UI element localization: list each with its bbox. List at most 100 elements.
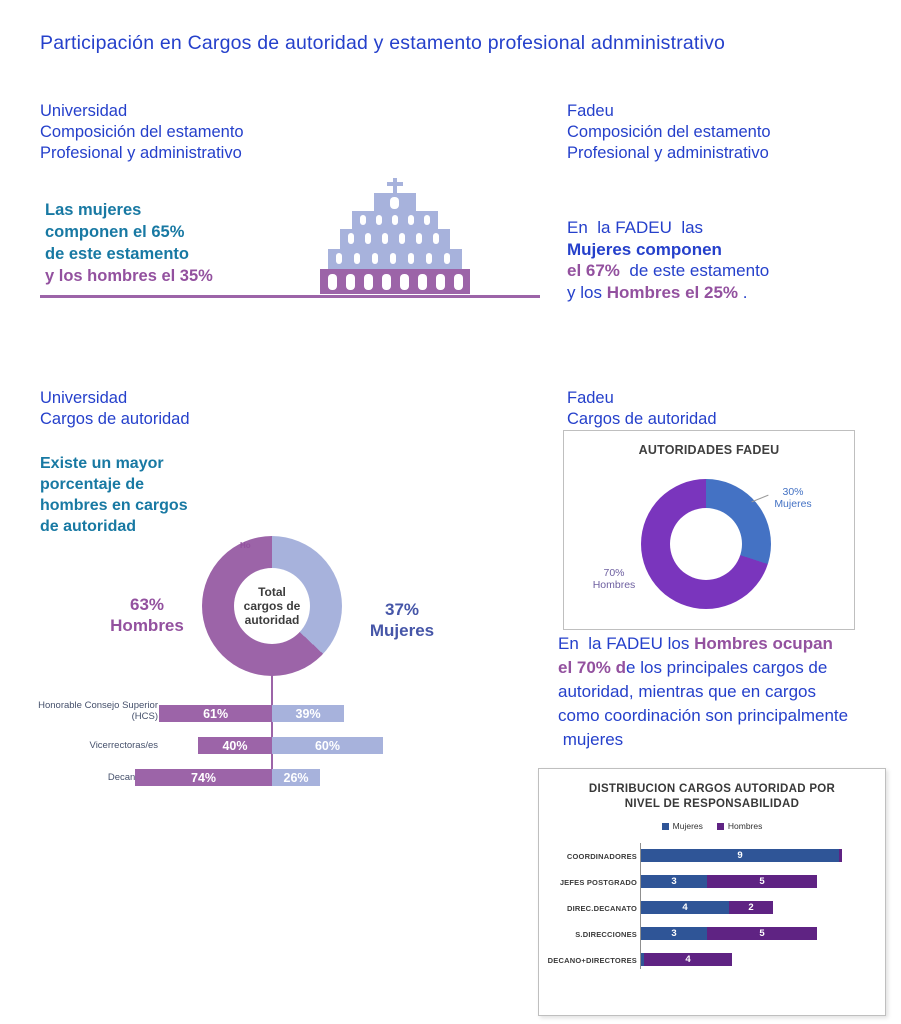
text-line: Mujeres componen <box>567 239 722 259</box>
heading-line: Composición del estamento <box>567 123 771 141</box>
text-line: componen el 65% <box>45 223 185 241</box>
universidad-estamento-text: Las mujeres componen el 65% de este esta… <box>45 199 213 287</box>
universidad-cargos-text: Existe un mayor porcentaje de hombres en… <box>40 453 188 537</box>
bar-category-label: DIREC.DECANATO <box>566 904 637 913</box>
bar-segment-hombres: 5 <box>707 927 817 940</box>
text-span: En la FADEU los <box>558 634 695 653</box>
bar-category-label: DECANO+DIRECTORES <box>547 956 637 965</box>
section-divider <box>40 295 540 298</box>
leader-line <box>751 494 769 503</box>
highlight-text: Hombres el 25% <box>606 282 739 302</box>
bar-value-label: 5 <box>759 928 765 939</box>
bar-segment-mujeres: 3 <box>641 927 707 940</box>
text-line: En la FADEU los Hombres ocupan <box>558 632 901 656</box>
bar-category-label: COORDINADORES <box>566 852 637 861</box>
text-line: de este estamento <box>45 245 189 263</box>
page-title: Participación en Cargos de autoridad y e… <box>40 32 726 54</box>
highlight-text: el 67% <box>567 261 620 280</box>
bar-segment-mujeres: 39% <box>272 705 345 722</box>
bar-row: 3 5 <box>641 927 817 940</box>
donut-center-label: Total cargos de autoridad <box>243 585 301 627</box>
bar-segment-mujeres: 9 <box>641 849 839 862</box>
text-line: y los hombres el 35% <box>45 267 213 285</box>
bar-value-label: 60% <box>314 738 341 753</box>
bar-segment-mujeres: 3 <box>641 875 707 888</box>
fadeu-estamento-text: En la FADEU las Mujeres componen el 67% … <box>567 217 769 303</box>
bar-segment-hombres <box>839 849 842 862</box>
chart-title: DISTRIBUCION CARGOS AUTORIDAD POR NIVEL … <box>588 783 836 810</box>
text-line: porcentaje de <box>40 476 145 493</box>
bar-row: 4 2 <box>641 901 773 914</box>
fadeu-paragraph: En la FADEU los Hombres ocupan el 70% de… <box>558 632 901 752</box>
chart-title: AUTORIDADES FADEU <box>638 443 780 457</box>
fadeu-cargos-heading: Fadeu Cargos de autoridad <box>567 388 717 430</box>
heading-line: Universidad <box>40 102 128 120</box>
bar-value-label: 5 <box>759 876 765 887</box>
bar-category-label: S.DIRECCIONES <box>575 930 637 939</box>
hombres-callout-label: 70% Hombres <box>592 567 636 591</box>
autoridades-fadeu-card: AUTORIDADES FADEU 30% Mujeres 70% Hombre… <box>563 430 855 630</box>
donut-hole: Total cargos de autoridad <box>234 568 310 644</box>
highlight-text: el 70% d <box>558 658 627 677</box>
bar-value-label: 9 <box>737 850 743 861</box>
bar-segment-hombres: 61% <box>159 705 272 722</box>
bar-category-label: JEFES POSTGRADO <box>559 878 637 887</box>
bar-segment-hombres: 74% <box>135 769 272 786</box>
text-line: y los Hombres el 25% . <box>567 282 769 304</box>
text-line: Existe un mayor <box>40 455 164 472</box>
bar-value-label: 61% <box>203 706 229 721</box>
heading-line: Profesional y administrativo <box>567 144 769 162</box>
stray-label: Ho <box>240 541 251 550</box>
legend-item-mujeres: Mujeres <box>661 821 703 831</box>
fadeu-estamento-heading: Fadeu Composición del estamento Profesio… <box>567 101 771 164</box>
bar-segment-hombres: 4 <box>644 953 732 966</box>
fadeu-donut-chart <box>641 479 771 609</box>
bar-category-label: Honorable Consejo Superior (HCS) <box>38 700 158 722</box>
bar-value-label: 40% <box>222 738 248 753</box>
heading-line: Fadeu <box>567 102 614 120</box>
bar-segment-mujeres: 4 <box>641 901 729 914</box>
bar-row: 9 <box>641 849 842 862</box>
text-span: . <box>738 282 748 302</box>
chart-legend: Mujeres Hombres <box>539 821 885 831</box>
text-line: como coordinación son principalmente <box>558 706 849 725</box>
bar-segment-mujeres <box>641 953 644 966</box>
text-line: autoridad, mientras que en cargos <box>558 682 816 701</box>
text-line: de autoridad <box>40 518 137 535</box>
bar-category-label: Decanos/as <box>107 772 158 783</box>
bar-value-label: 3 <box>671 876 677 887</box>
text-line: mujeres <box>558 730 624 749</box>
axis-line <box>640 843 641 969</box>
text-line: el 70% de los principales cargos de <box>558 656 901 680</box>
heading-line: Fadeu <box>567 389 614 407</box>
bar-value-label: 2 <box>748 902 754 913</box>
text-span: y los <box>567 282 607 302</box>
legend-swatch-mujeres <box>661 822 669 830</box>
text-line: Las mujeres <box>45 201 142 219</box>
mujeres-percent-label: 37% Mujeres <box>369 600 435 640</box>
heading-line: Cargos de autoridad <box>40 410 190 428</box>
bar-row: 4 <box>641 953 732 966</box>
bar-segment-hombres: 5 <box>707 875 817 888</box>
distribucion-card: DISTRIBUCION CARGOS AUTORIDAD POR NIVEL … <box>538 768 886 1016</box>
donut-hole <box>670 508 742 580</box>
bar-segment-hombres: 2 <box>729 901 773 914</box>
text-span: de este estamento <box>619 261 770 280</box>
heading-line: Composición del estamento <box>40 123 244 141</box>
text-line: hombres en cargos <box>40 497 188 514</box>
university-building-icon <box>320 178 470 294</box>
heading-line: Universidad <box>40 389 128 407</box>
universidad-donut-chart: Total cargos de autoridad <box>202 536 342 676</box>
bar-segment-mujeres: 60% <box>272 737 383 754</box>
highlight-text: Hombres ocupan <box>694 634 833 653</box>
bar-category-label: Vicerrectoras/es <box>89 740 158 751</box>
text-line: En la FADEU las <box>567 218 704 237</box>
universidad-estamento-heading: Universidad Composición del estamento Pr… <box>40 101 244 164</box>
bar-value-label: 4 <box>682 902 688 913</box>
mujeres-callout-label: 30% Mujeres <box>774 486 812 510</box>
center-axis-line <box>271 674 273 786</box>
bar-value-label: 26% <box>283 770 309 785</box>
bar-value-label: 4 <box>685 954 691 965</box>
text-line: el 67% de este estamento <box>567 260 769 282</box>
